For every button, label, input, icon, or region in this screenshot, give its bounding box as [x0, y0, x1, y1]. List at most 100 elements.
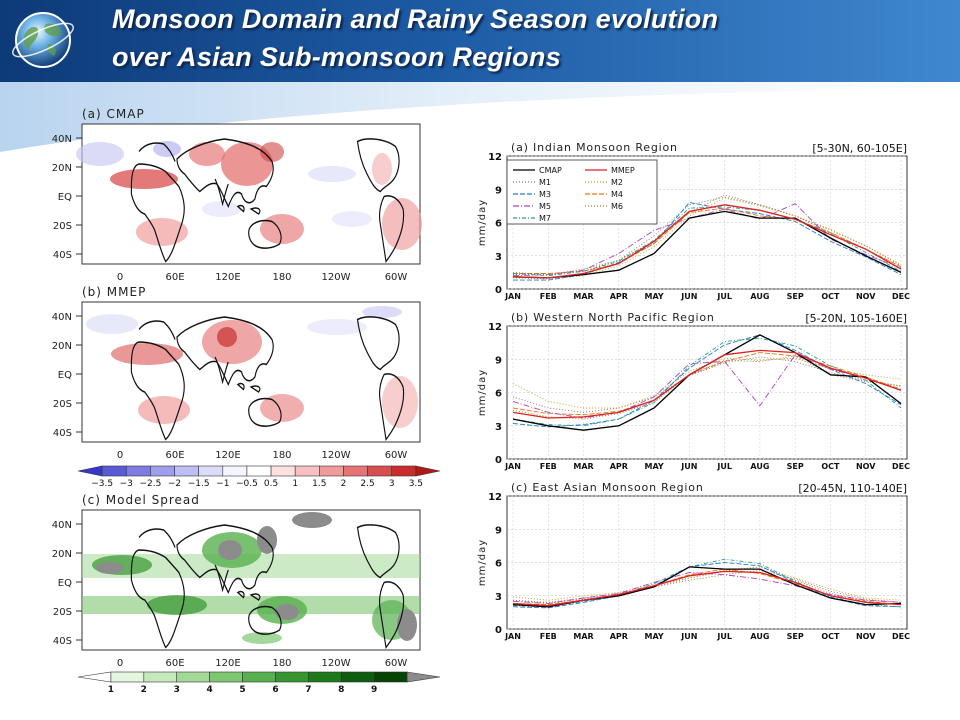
- x-tick-label: JUL: [716, 632, 732, 641]
- lon-tick-label: 120E: [215, 450, 240, 461]
- x-tick-label: SEP: [787, 292, 804, 301]
- colorbar-tick-label: −3.5: [91, 479, 113, 489]
- slide-title-line-1: Monsoon Domain and Rainy Season evolutio…: [112, 4, 719, 34]
- colorbar-swatch: [110, 671, 145, 683]
- x-tick-label: JAN: [504, 462, 521, 471]
- series-line-m4: [512, 352, 902, 416]
- time-series-panels: (a) Indian Monsoon Region [5-30N, 60-105E…: [477, 141, 910, 641]
- lat-tick-label: 20S: [53, 221, 72, 232]
- lon-tick-label: 120W: [322, 272, 351, 283]
- legend-label: M5: [539, 202, 551, 211]
- lon-tick-label: 180: [272, 450, 291, 461]
- x-tick-label: MAR: [573, 632, 593, 641]
- colorbar-swatch: [174, 465, 199, 477]
- colorbar-swatch: [270, 465, 296, 477]
- x-tick-label: OCT: [821, 462, 840, 471]
- lon-tick-label: 180: [272, 272, 291, 283]
- lon-tick-label: 0: [117, 272, 123, 283]
- lon-tick-label: 60W: [385, 272, 408, 283]
- colorbar-swatch: [143, 671, 178, 683]
- colorbar-tick-label: 2: [141, 685, 147, 695]
- line-chart: (a) Indian Monsoon Region [5-30N, 60-105E…: [477, 141, 910, 301]
- lat-tick-label: 40N: [52, 520, 72, 531]
- legend-label: M1: [539, 178, 551, 187]
- colorbar-tick-label: 8: [338, 685, 344, 695]
- x-tick-label: FEB: [540, 292, 557, 301]
- series-line-mmep: [512, 570, 902, 607]
- map-panel-cmap: (a) CMAP: [76, 107, 422, 265]
- lat-tick-label: 40S: [53, 428, 72, 439]
- colorbar-swatch: [125, 465, 151, 477]
- lat-tick-label: EQ: [58, 578, 72, 589]
- x-tick-label: SEP: [787, 632, 804, 641]
- banner-swoosh: [0, 82, 960, 152]
- y-tick-label: 3: [495, 252, 502, 263]
- series-line-m1: [512, 356, 902, 413]
- colorbar-swatch: [391, 465, 417, 477]
- y-tick-label: 6: [495, 219, 502, 230]
- legend-label: M4: [611, 190, 623, 199]
- series-line-mmep: [512, 349, 902, 419]
- x-tick-label: APR: [610, 292, 628, 301]
- colorbar-swatch: [198, 465, 224, 477]
- legend-label: MMEP: [611, 166, 635, 175]
- lat-tick-label: 20S: [53, 399, 72, 410]
- globe-icon: [12, 12, 74, 68]
- colorbar-swatch: [176, 671, 210, 683]
- colorbar-swatch: [343, 465, 368, 477]
- colorbar-tick-label: 0.5: [264, 479, 278, 489]
- x-tick-label: MAY: [644, 292, 663, 301]
- lon-tick-label: 0: [117, 658, 123, 669]
- x-tick-label: MAR: [573, 462, 593, 471]
- lat-tick-label: 40S: [53, 636, 72, 647]
- x-tick-label: APR: [610, 462, 628, 471]
- colorbar-swatch: [373, 671, 408, 683]
- lon-tick-label: 60E: [165, 450, 184, 461]
- colorbar-tick-label: 1: [108, 685, 114, 695]
- x-tick-label: NOV: [856, 632, 876, 641]
- x-tick-label: JUN: [680, 292, 697, 301]
- series-line-m3: [512, 334, 902, 428]
- lat-tick-label: 40N: [52, 134, 72, 145]
- lon-tick-label: 180: [272, 658, 291, 669]
- colorbar-swatch: [209, 671, 243, 683]
- colorbar-tick-label: 3.5: [409, 479, 423, 489]
- colorbar-swatch: [308, 671, 342, 683]
- map-label: (b) MMEP: [82, 285, 146, 299]
- colorbar-swatch: [319, 465, 344, 477]
- lon-tick-label: 60W: [385, 450, 408, 461]
- slide-title-line-2: over Asian Sub-monsoon Regions: [112, 42, 562, 72]
- colorbar-tick-label: 5: [239, 685, 245, 695]
- x-tick-label: JUL: [716, 292, 732, 301]
- title-banner: [0, 0, 960, 82]
- colorbar-swatch: [101, 465, 127, 477]
- colorbar-swatch: [340, 671, 375, 683]
- y-tick-label: 9: [495, 185, 502, 196]
- map-label: (c) Model Spread: [82, 493, 200, 507]
- x-tick-label: JAN: [504, 292, 521, 301]
- lon-tick-label: 120W: [322, 658, 351, 669]
- y-tick-label: 12: [488, 492, 502, 503]
- series-line-m6: [512, 355, 902, 420]
- colorbar-swatch: [222, 465, 248, 477]
- x-tick-label: OCT: [821, 632, 840, 641]
- line-chart: (c) East Asian Monsoon Region [20-45N, 11…: [477, 481, 910, 641]
- colorbar-tick-label: −1: [216, 479, 229, 489]
- colorbar-tick-label: −3: [120, 479, 133, 489]
- x-tick-label: JUL: [716, 462, 732, 471]
- colorbar-swatch: [367, 465, 393, 477]
- colorbar-tick-label: −2.5: [139, 479, 161, 489]
- x-tick-label: AUG: [750, 292, 769, 301]
- y-tick-label: 9: [495, 355, 502, 366]
- map-label: (a) CMAP: [82, 107, 145, 121]
- legend-label: M7: [539, 214, 551, 223]
- y-tick-label: 6: [495, 389, 502, 400]
- colorbar-tick-label: 4: [207, 685, 213, 695]
- x-tick-label: SEP: [787, 462, 804, 471]
- colorbar-swatch: [294, 465, 320, 477]
- line-chart: (b) Western North Pacific Region [5-20N, …: [477, 311, 910, 471]
- series-line-mmep: [512, 204, 902, 279]
- lon-tick-label: 0: [117, 450, 123, 461]
- colorbar-swatch: [77, 465, 103, 477]
- map-panel-mmep: (b) MMEP: [81, 285, 421, 443]
